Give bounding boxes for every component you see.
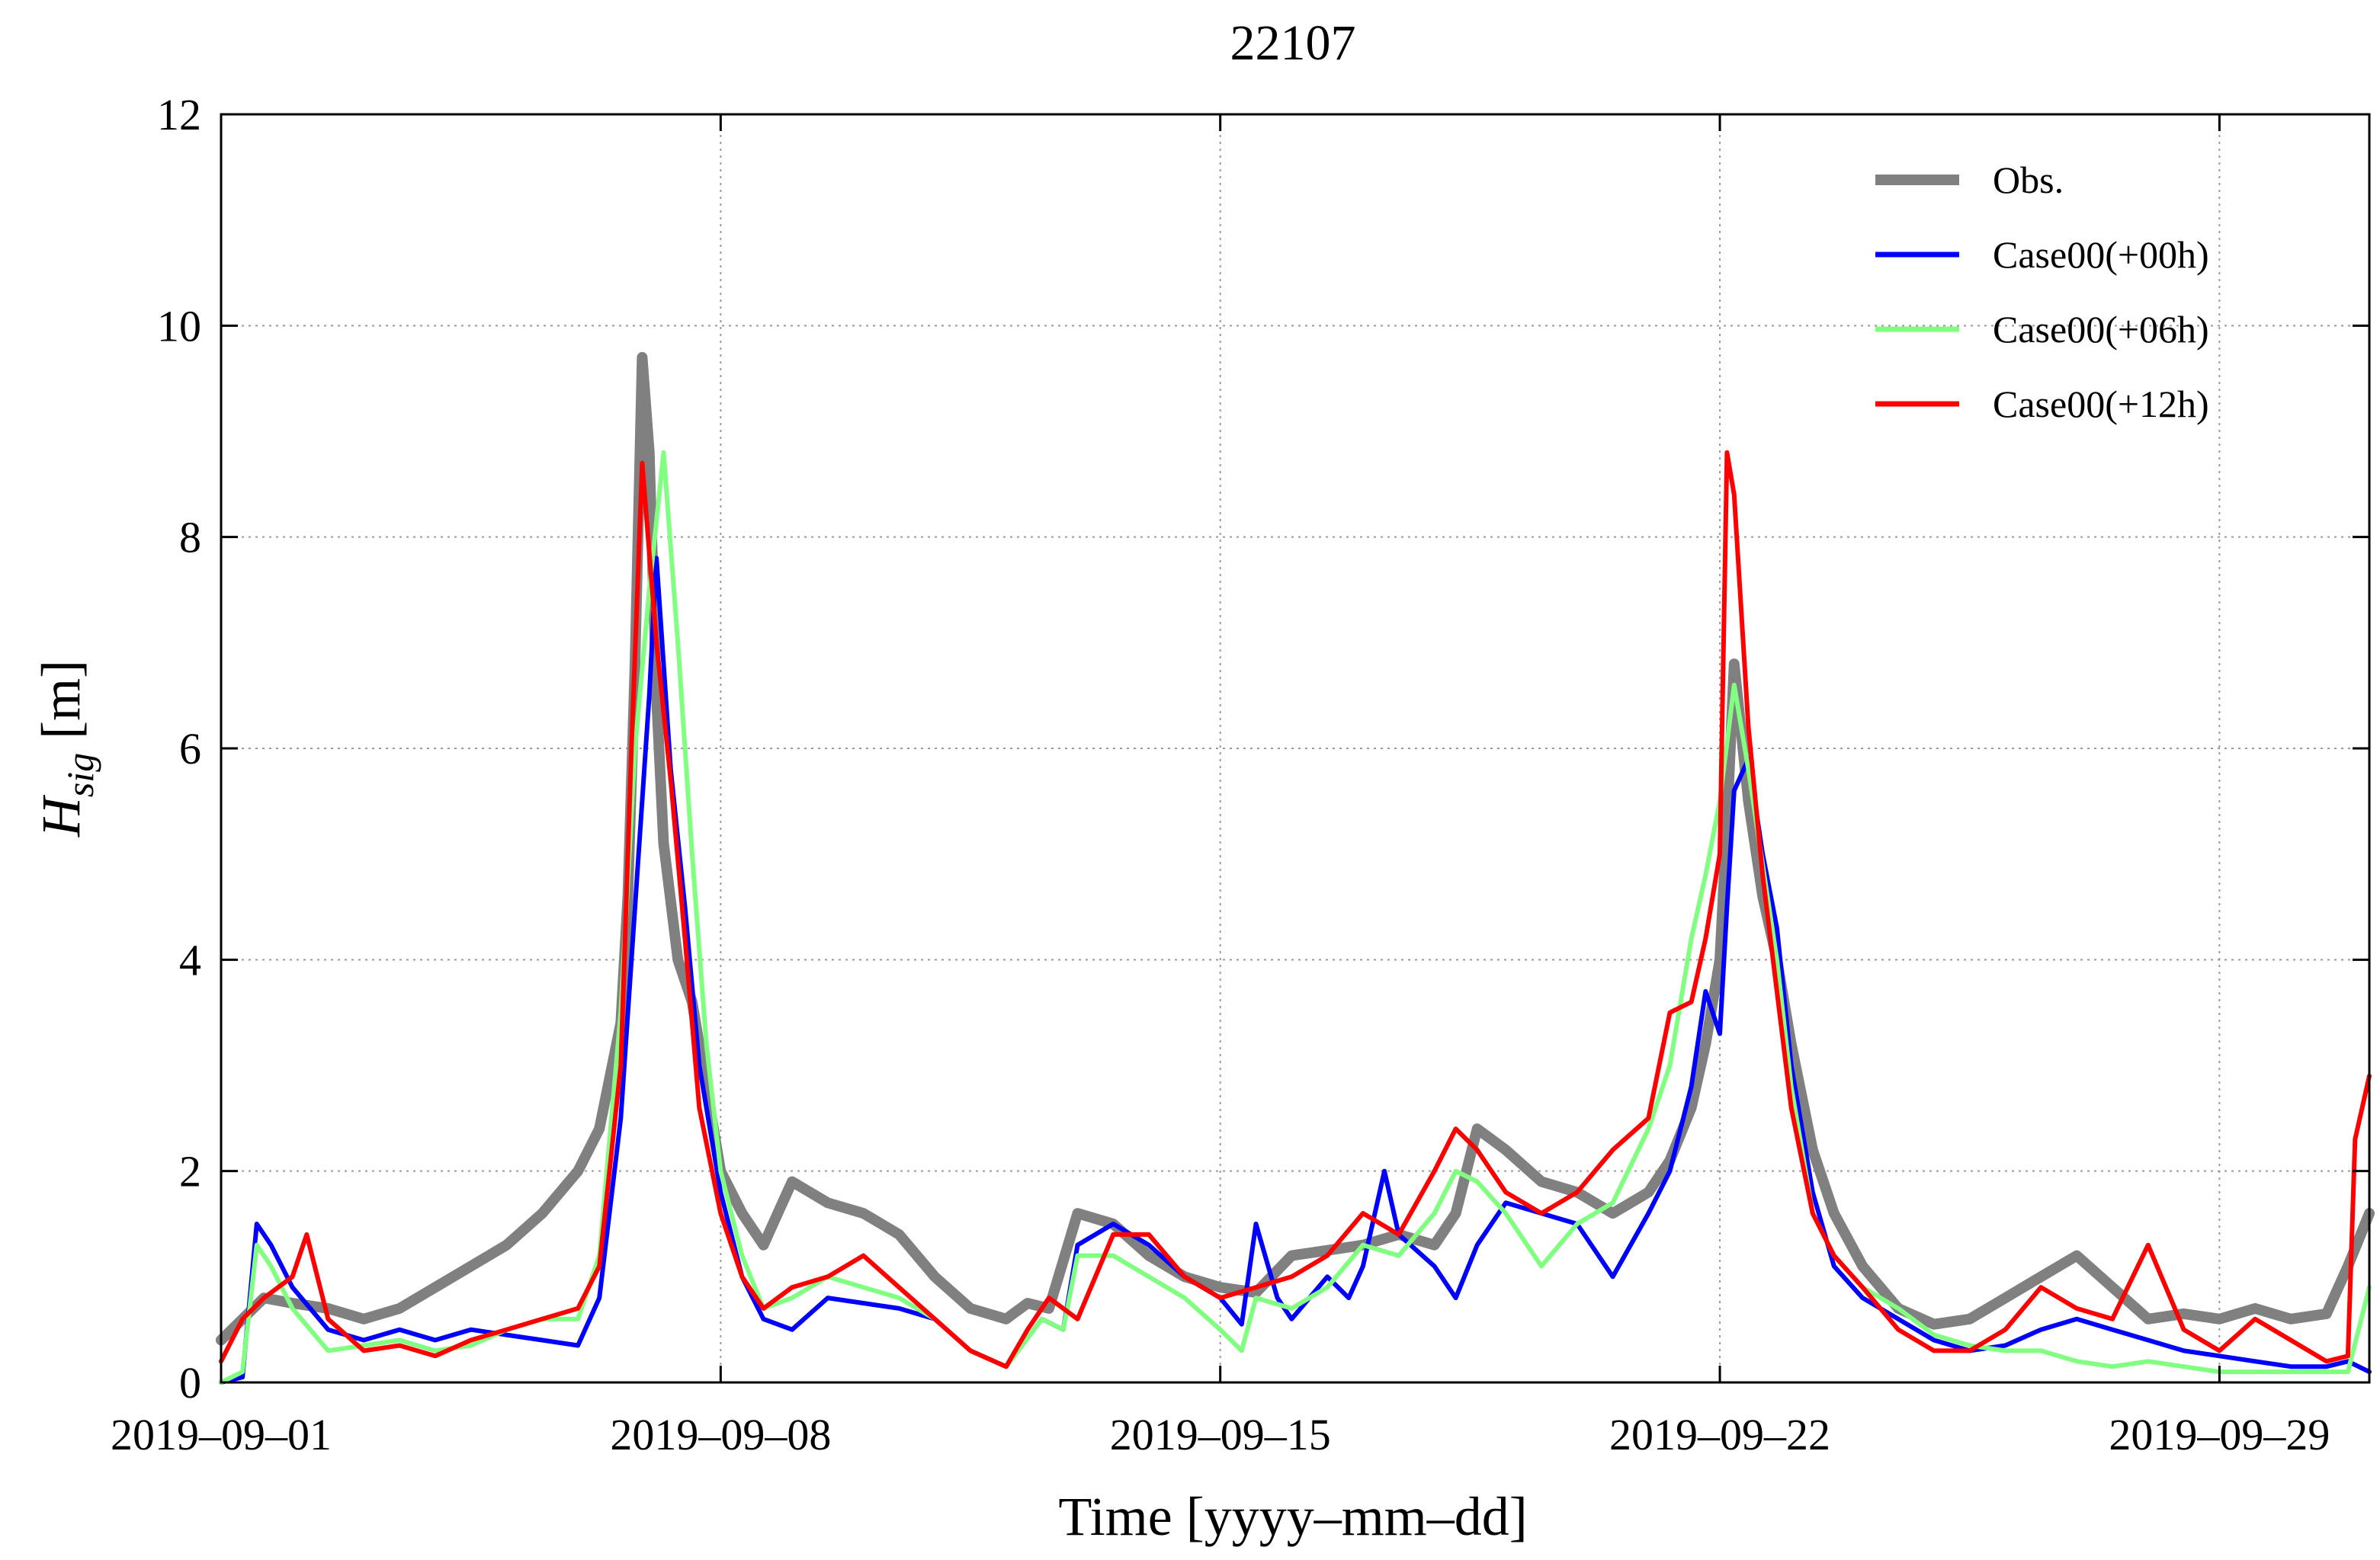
chart-title: 22107 bbox=[1230, 15, 1356, 71]
series-lines bbox=[216, 351, 2375, 1385]
series-line-1 bbox=[219, 556, 2372, 1385]
legend-label-case00-00h: Case00(+00h) bbox=[1993, 233, 2209, 276]
y-tick-label: 2 bbox=[179, 1147, 201, 1196]
legend: Obs. Case00(+00h) Case00(+06h) Case00(+1… bbox=[1875, 159, 2209, 425]
y-tick-label: 6 bbox=[179, 724, 201, 774]
y-tick-label: 10 bbox=[157, 301, 201, 351]
y-axis-title-unit: [m] bbox=[30, 660, 91, 739]
x-tick-label: 2019–09–01 bbox=[111, 1410, 332, 1459]
y-tick-label: 12 bbox=[157, 90, 201, 139]
series-line-3 bbox=[219, 450, 2372, 1369]
y-tick-label: 4 bbox=[179, 935, 201, 985]
x-tick-label: 2019–09–08 bbox=[610, 1410, 831, 1459]
legend-label-case00-12h: Case00(+12h) bbox=[1993, 383, 2209, 425]
x-tick-label: 2019–09–15 bbox=[1110, 1410, 1331, 1459]
y-tick-label: 0 bbox=[179, 1358, 201, 1408]
y-axis-title-sub: sig bbox=[59, 753, 101, 797]
legend-label-obs: Obs. bbox=[1993, 159, 2064, 201]
x-tick-label: 2019–09–22 bbox=[1609, 1410, 1830, 1459]
legend-label-case00-06h: Case00(+06h) bbox=[1993, 308, 2209, 351]
x-tick-label: 2019–09–29 bbox=[2109, 1410, 2330, 1459]
y-tick-label: 8 bbox=[179, 513, 201, 562]
y-axis-title: Hsig [m] bbox=[30, 660, 101, 838]
x-axis-title: Time [yyyy–mm–dd] bbox=[1058, 1486, 1527, 1547]
axis-ticks: 0 2 4 6 8 10 12 2019–09–01 2019–09–08 2019–09–15 2… bbox=[111, 90, 2369, 1459]
y-axis-title-main: H bbox=[30, 794, 91, 838]
